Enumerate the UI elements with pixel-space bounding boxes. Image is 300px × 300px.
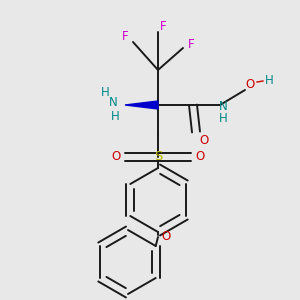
Text: O: O	[161, 230, 171, 244]
Text: O: O	[111, 151, 121, 164]
Text: O: O	[200, 134, 208, 146]
Text: H: H	[100, 86, 109, 100]
Text: H: H	[111, 110, 119, 124]
Text: N: N	[109, 95, 117, 109]
Text: F: F	[188, 38, 194, 52]
Polygon shape	[125, 101, 158, 109]
Text: F: F	[122, 31, 128, 44]
Text: N: N	[219, 100, 227, 113]
Text: O: O	[195, 151, 205, 164]
Text: H: H	[265, 74, 273, 86]
Text: S: S	[154, 151, 162, 164]
Text: F: F	[160, 20, 166, 32]
Text: O: O	[245, 77, 255, 91]
Text: H: H	[219, 112, 227, 124]
